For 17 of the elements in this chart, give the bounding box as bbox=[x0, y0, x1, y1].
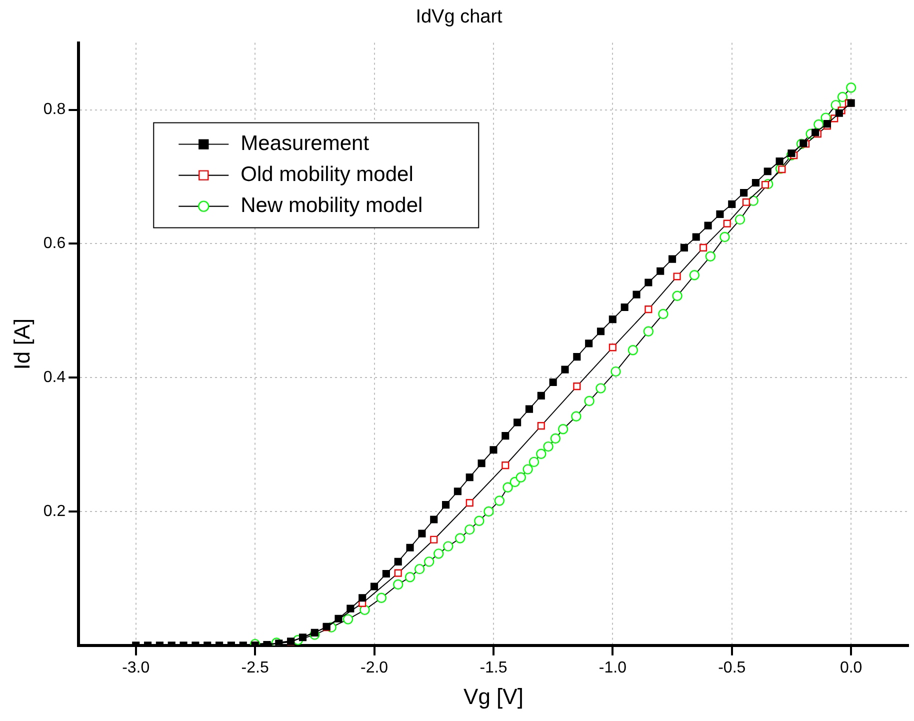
y-tick-label: 0.2 bbox=[43, 502, 66, 520]
y-tick-label: 0.8 bbox=[43, 101, 66, 118]
x-tick-label: -2.0 bbox=[360, 659, 388, 676]
legend-label: Measurement bbox=[240, 132, 370, 156]
x-tick-label: -3.0 bbox=[122, 659, 150, 676]
x-tick-label: -2.5 bbox=[241, 659, 269, 676]
legend-label: Old mobility model bbox=[240, 163, 414, 186]
y-axis-title: Id [A] bbox=[9, 318, 34, 370]
x-axis-title: Vg [V] bbox=[464, 684, 524, 709]
legend-label: New mobility model bbox=[240, 194, 423, 218]
x-tick-label: -0.5 bbox=[718, 659, 746, 676]
y-tick-label: 0.6 bbox=[43, 235, 66, 252]
x-tick-label: -1.0 bbox=[598, 659, 627, 676]
x-tick-label: -1.5 bbox=[480, 659, 508, 676]
y-tick-label: 0.4 bbox=[43, 368, 66, 386]
x-tick-label: 0.0 bbox=[840, 659, 862, 676]
chart-title: IdVg chart bbox=[416, 6, 504, 28]
